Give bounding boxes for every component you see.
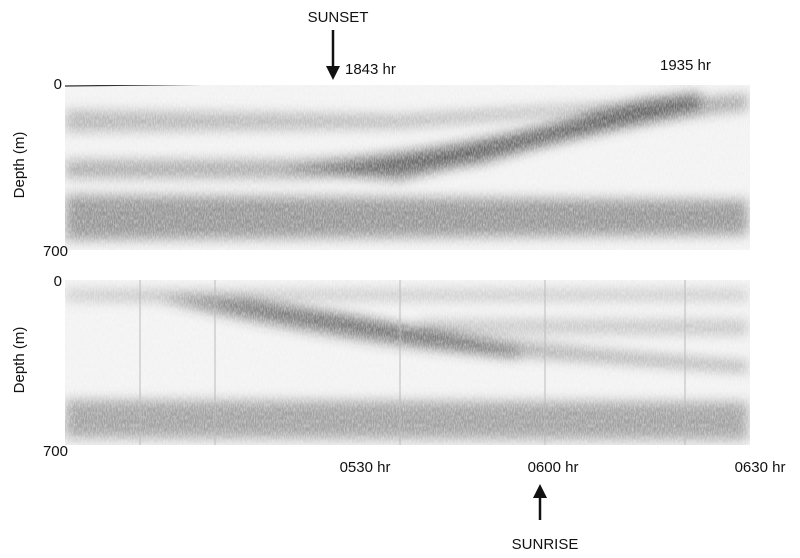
time-label: 0630 hr — [735, 459, 786, 476]
time-label: 0600 hr — [528, 459, 579, 476]
sunset-arrowhead — [326, 66, 340, 80]
sunrise-arrowhead — [533, 484, 547, 498]
time-label: 1843 hr — [345, 61, 396, 78]
figure: SUNSET 1843 hr 1935 hr 0 700 Depth (m) 0… — [0, 0, 800, 558]
y-axis-label: Depth (m) — [11, 132, 28, 199]
time-label: 0530 hr — [340, 459, 391, 476]
sunrise-label: SUNRISE — [512, 536, 579, 553]
time-label: 1935 hr — [660, 57, 711, 74]
page: SUNSET 1843 hr 1935 hr 0 700 Depth (m) 0… — [0, 0, 800, 558]
echogram-top — [65, 78, 750, 250]
y-tick-label: 0 — [54, 273, 62, 290]
y-tick-label: 700 — [43, 243, 68, 260]
y-tick-label: 0 — [54, 76, 62, 93]
y-axis-label: Depth (m) — [11, 327, 28, 394]
echogram-bottom — [65, 280, 750, 445]
sunset-label: SUNSET — [308, 9, 369, 26]
y-tick-label: 700 — [43, 443, 68, 460]
